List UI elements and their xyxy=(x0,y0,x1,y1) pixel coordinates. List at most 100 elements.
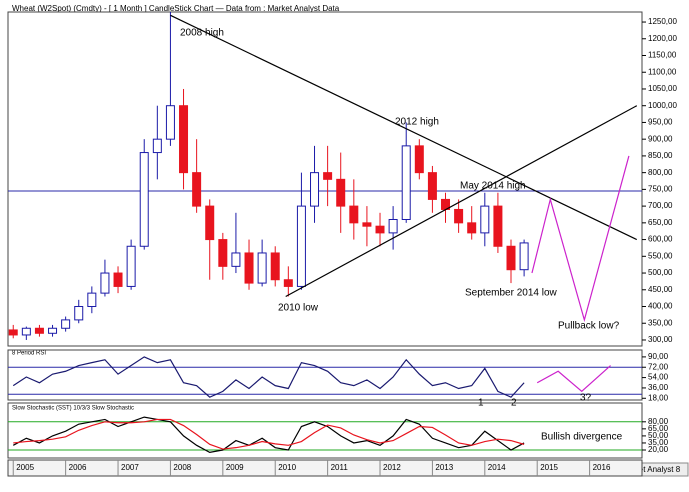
trend-line xyxy=(170,14,638,241)
panel-frame xyxy=(7,11,643,347)
y-tick-label: 1100,00 xyxy=(648,67,677,76)
y-tick-label: 1150,00 xyxy=(648,51,677,60)
y-tick-label: 36,00 xyxy=(648,383,669,392)
candle-body xyxy=(165,105,175,140)
candle-body xyxy=(310,172,320,207)
candle-body xyxy=(349,205,359,224)
candle-body xyxy=(244,252,254,284)
candle-body xyxy=(427,172,437,200)
y-tick-label: 1250,00 xyxy=(648,17,677,26)
candle-body xyxy=(48,327,58,334)
x-tick-label: 2010 xyxy=(278,463,296,472)
candle-body xyxy=(218,239,228,267)
y-tick-label: 54,00 xyxy=(648,373,669,382)
annotation: 2012 high xyxy=(395,117,439,128)
y-tick-label: 700,00 xyxy=(648,201,673,210)
annotation: Pullback low? xyxy=(558,321,620,332)
candle-body xyxy=(126,245,136,287)
panel-label: 8 Period RSI xyxy=(12,351,46,357)
candle-body xyxy=(454,208,464,224)
y-tick-label: 20,00 xyxy=(648,445,669,454)
trend-line xyxy=(531,155,630,323)
candle-body xyxy=(506,245,516,271)
y-tick-label: 600,00 xyxy=(648,235,673,244)
y-tick-label: 800,00 xyxy=(648,168,673,177)
candle-body xyxy=(493,205,503,247)
y-tick-label: 900,00 xyxy=(648,134,673,143)
x-tick-label: 2014 xyxy=(488,463,506,472)
series-line xyxy=(13,418,525,450)
annotation: May 2014 high xyxy=(460,181,526,192)
x-tick-label: 2015 xyxy=(540,463,558,472)
trend-line xyxy=(285,105,638,297)
y-tick-label: 400,00 xyxy=(648,302,673,311)
annotation: Bullish divergence xyxy=(541,432,623,443)
candle-body xyxy=(113,272,123,287)
x-tick-label: 2016 xyxy=(593,463,611,472)
x-tick-label: 2005 xyxy=(16,463,34,472)
y-tick-label: 50,00 xyxy=(648,431,669,440)
trend-line xyxy=(536,365,611,393)
candle-body xyxy=(296,205,306,287)
x-tick-label: 2013 xyxy=(435,463,453,472)
x-tick-label: 2012 xyxy=(383,463,401,472)
candle-body xyxy=(362,222,372,227)
candle-body xyxy=(21,327,31,336)
x-tick-label: 2009 xyxy=(226,463,244,472)
y-tick-label: 300,00 xyxy=(648,335,673,344)
candle-body xyxy=(179,105,189,174)
x-tick-label: 2007 xyxy=(121,463,139,472)
candle-body xyxy=(152,138,162,154)
candle-body xyxy=(205,205,215,241)
candle-body xyxy=(336,178,346,207)
y-tick-label: 500,00 xyxy=(648,268,673,277)
candle-body xyxy=(270,252,280,281)
x-tick-label: 2006 xyxy=(69,463,87,472)
candle-body xyxy=(467,222,477,234)
candle-body xyxy=(388,218,398,234)
candle-body xyxy=(61,319,71,329)
candle-body xyxy=(231,252,241,267)
x-axis-strip xyxy=(7,459,643,477)
candle-body xyxy=(323,172,333,180)
candle-body xyxy=(414,145,424,174)
y-tick-label: 1200,00 xyxy=(648,34,677,43)
y-tick-label: 850,00 xyxy=(648,151,673,160)
y-tick-label: 72,00 xyxy=(648,362,669,371)
candle-body xyxy=(375,225,385,234)
candle-body xyxy=(192,172,202,207)
y-tick-label: 450,00 xyxy=(648,285,673,294)
candle-body xyxy=(100,272,110,294)
y-tick-label: 35,00 xyxy=(648,438,669,447)
candle-body xyxy=(257,252,267,284)
y-tick-label: 750,00 xyxy=(648,184,673,193)
y-tick-label: 650,00 xyxy=(648,218,673,227)
series-line xyxy=(12,356,525,398)
y-tick-label: 65,00 xyxy=(648,424,669,433)
annotation: September 2014 low xyxy=(465,288,558,299)
candle-body xyxy=(8,329,18,336)
annotation: 2008 high xyxy=(180,28,224,39)
y-tick-label: 1050,00 xyxy=(648,84,677,93)
y-tick-label: 80,00 xyxy=(648,417,669,426)
candle-body xyxy=(519,242,529,271)
chart-title: Wheat (W2Spot) (Cmdty) - [ 1 Month ] Can… xyxy=(12,4,340,13)
candle-body xyxy=(87,292,97,308)
annotation: 2010 low xyxy=(278,303,319,314)
candle-body xyxy=(283,279,293,287)
candle-body xyxy=(480,205,490,234)
y-tick-label: 1000,00 xyxy=(648,101,677,110)
panel-frame xyxy=(7,402,643,459)
y-tick-label: 550,00 xyxy=(648,251,673,260)
y-tick-label: 350,00 xyxy=(648,318,673,327)
y-tick-label: 18,00 xyxy=(648,393,669,402)
annotation: 3? xyxy=(580,393,592,404)
panel-label: Slow Stochastic (SST) 10/3/3 Slow Stocha… xyxy=(12,406,134,412)
candle-body xyxy=(34,327,44,334)
brand: Market Analyst 8 xyxy=(621,465,681,474)
x-tick-label: 2011 xyxy=(331,463,349,472)
panel-frame xyxy=(7,349,643,401)
candle-body xyxy=(139,152,149,247)
